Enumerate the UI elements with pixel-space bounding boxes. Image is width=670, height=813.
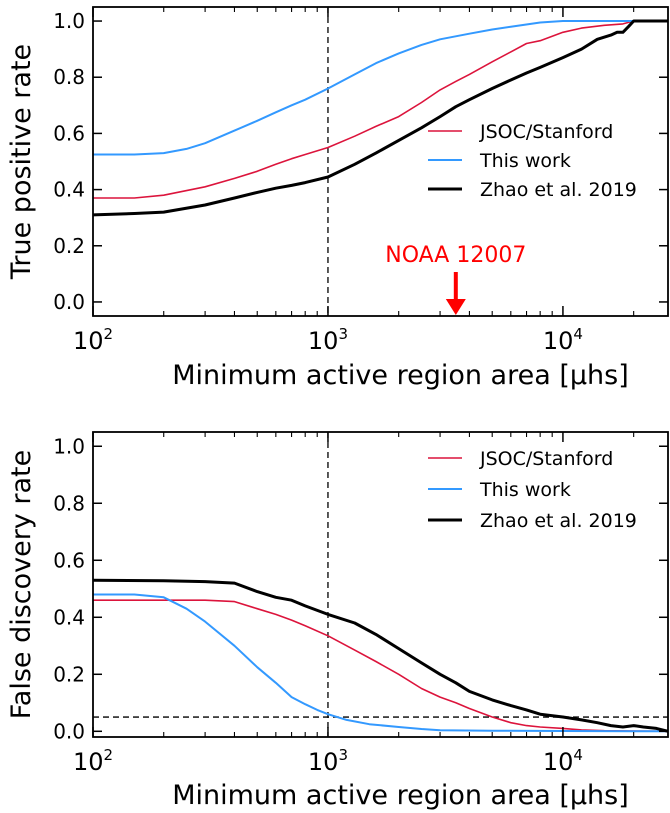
series-line-2 xyxy=(93,578,668,733)
y-tick-label: 0.0 xyxy=(53,290,85,314)
annotation-label: NOAA 12007 xyxy=(385,243,526,268)
y-axis-label: False discovery rate xyxy=(6,450,37,720)
y-tick-label: 0.0 xyxy=(53,719,85,743)
y-tick-label: 0.6 xyxy=(53,548,85,572)
y-tick-label: 0.4 xyxy=(53,178,85,202)
legend-label: Zhao et al. 2019 xyxy=(480,179,637,201)
chart-panel-bottom: 0.0 0.2 0.4 0.6 0.8 1.0 102 103 104 Minimum activ… xyxy=(6,431,669,811)
chart-panel-top: 0.0 0.2 0.4 0.6 0.8 1.0 102 103 104 Minimum activ… xyxy=(6,6,669,391)
series-line-0 xyxy=(93,20,668,199)
y-tick-label: 0.8 xyxy=(53,65,85,89)
x-tick-label: 102 xyxy=(73,325,113,355)
y-axis-label: True positive rate xyxy=(6,44,37,280)
annotation-arrow-head xyxy=(445,299,466,315)
y-tick-label: 0.2 xyxy=(53,234,85,258)
x-tick-label: 104 xyxy=(543,325,583,355)
series-line-1 xyxy=(93,20,668,156)
x-axis-label: Minimum active region area [μhs] xyxy=(172,360,629,391)
x-tick-label: 103 xyxy=(308,325,348,355)
axes-frame xyxy=(92,431,669,738)
y-tick-label: 0.2 xyxy=(53,662,85,686)
axes-frame xyxy=(92,6,669,317)
legend-label: JSOC/Stanford xyxy=(479,121,613,143)
legend-label: Zhao et al. 2019 xyxy=(480,510,637,532)
x-tick-label: 104 xyxy=(543,746,583,776)
legend-label: JSOC/Stanford xyxy=(479,448,613,470)
y-tick-label: 0.4 xyxy=(53,605,85,629)
legend-label: This work xyxy=(479,479,571,501)
x-tick-label: 103 xyxy=(308,746,348,776)
y-tick-label: 1.0 xyxy=(53,9,85,33)
series-line-2 xyxy=(93,19,668,217)
legend-label: This work xyxy=(479,150,571,172)
series-line-0 xyxy=(93,599,668,733)
series-line-1 xyxy=(93,593,668,733)
y-tick-label: 0.6 xyxy=(53,121,85,145)
y-tick-label: 0.8 xyxy=(53,491,85,515)
x-tick-label: 102 xyxy=(73,746,113,776)
x-axis-label: Minimum active region area [μhs] xyxy=(172,780,629,811)
y-tick-label: 1.0 xyxy=(53,434,85,458)
